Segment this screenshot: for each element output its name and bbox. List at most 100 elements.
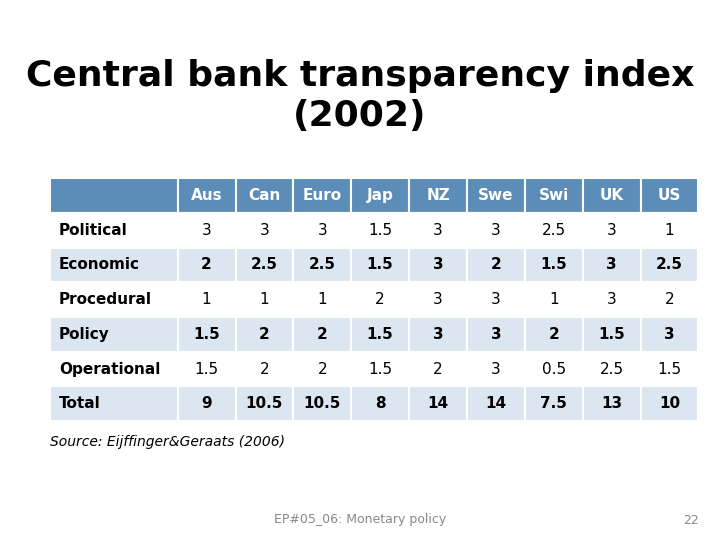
Text: 3: 3 [202, 223, 212, 238]
Bar [525, 213, 582, 248]
Bar [351, 352, 409, 387]
Text: 2: 2 [201, 258, 212, 273]
Text: 1.5: 1.5 [366, 258, 394, 273]
Bar [178, 352, 235, 387]
Bar [351, 213, 409, 248]
Text: Procedural: Procedural [59, 292, 152, 307]
Text: 2.5: 2.5 [656, 258, 683, 273]
Text: 3: 3 [491, 292, 501, 307]
Bar [50, 317, 178, 352]
Bar [178, 387, 235, 421]
Text: 3: 3 [490, 327, 501, 342]
Bar [351, 178, 409, 213]
Bar [235, 317, 294, 352]
Bar [235, 387, 294, 421]
Text: 1: 1 [549, 292, 559, 307]
Text: 1.5: 1.5 [368, 223, 392, 238]
Text: 3: 3 [491, 362, 501, 376]
Bar [525, 248, 582, 282]
Bar [50, 352, 178, 387]
Bar [294, 282, 351, 317]
Text: UK: UK [600, 188, 624, 203]
Text: 2.5: 2.5 [541, 223, 566, 238]
Text: 3: 3 [260, 223, 269, 238]
Bar [582, 248, 641, 282]
Bar [467, 248, 525, 282]
Text: 1.5: 1.5 [193, 327, 220, 342]
Text: 2: 2 [665, 292, 675, 307]
Bar [235, 248, 294, 282]
Text: 1.5: 1.5 [541, 258, 567, 273]
Bar [525, 317, 582, 352]
Text: 10: 10 [659, 396, 680, 411]
Bar [235, 282, 294, 317]
Text: 8: 8 [375, 396, 385, 411]
Text: 22: 22 [683, 514, 698, 526]
Bar [50, 248, 178, 282]
Bar [641, 317, 698, 352]
Text: 1.5: 1.5 [368, 362, 392, 376]
Text: 3: 3 [433, 292, 443, 307]
Bar [582, 317, 641, 352]
Bar [582, 282, 641, 317]
Bar [351, 282, 409, 317]
Text: 2: 2 [260, 362, 269, 376]
Text: 14: 14 [428, 396, 449, 411]
Text: 2.5: 2.5 [309, 258, 336, 273]
Bar [641, 352, 698, 387]
Bar [294, 317, 351, 352]
Text: 1: 1 [665, 223, 675, 238]
Bar [409, 317, 467, 352]
Bar [409, 213, 467, 248]
Text: 3: 3 [607, 223, 616, 238]
Text: Political: Political [59, 223, 127, 238]
Text: 9: 9 [202, 396, 212, 411]
Text: Swe: Swe [478, 188, 513, 203]
Bar [525, 178, 582, 213]
Text: 1: 1 [260, 292, 269, 307]
Bar [467, 387, 525, 421]
Text: 3: 3 [433, 327, 444, 342]
Text: Source: Eijffinger&Geraats (2006): Source: Eijffinger&Geraats (2006) [50, 435, 285, 449]
Text: Economic: Economic [59, 258, 140, 273]
Bar [294, 248, 351, 282]
Text: US: US [658, 188, 681, 203]
Text: 1: 1 [202, 292, 212, 307]
Bar [178, 178, 235, 213]
Text: Jap: Jap [366, 188, 394, 203]
Bar [467, 317, 525, 352]
Bar [178, 282, 235, 317]
Text: 2.5: 2.5 [600, 362, 624, 376]
Bar [50, 282, 178, 317]
Bar [351, 317, 409, 352]
Bar [582, 387, 641, 421]
Text: 1.5: 1.5 [366, 327, 394, 342]
Bar [582, 213, 641, 248]
Bar [294, 352, 351, 387]
Text: 2: 2 [318, 362, 327, 376]
Text: Can: Can [248, 188, 281, 203]
Text: 3: 3 [491, 223, 501, 238]
Bar [409, 178, 467, 213]
Text: Operational: Operational [59, 362, 161, 376]
Bar [467, 282, 525, 317]
Bar [641, 387, 698, 421]
Bar [641, 213, 698, 248]
Bar [467, 352, 525, 387]
Bar [525, 352, 582, 387]
Bar [294, 213, 351, 248]
Text: 2: 2 [433, 362, 443, 376]
Text: 0.5: 0.5 [541, 362, 566, 376]
Bar [582, 178, 641, 213]
Text: Euro: Euro [303, 188, 342, 203]
Text: NZ: NZ [426, 188, 450, 203]
Text: Total: Total [59, 396, 101, 411]
Bar [235, 213, 294, 248]
Bar [294, 387, 351, 421]
Text: Central bank transparency index
(2002): Central bank transparency index (2002) [26, 59, 694, 133]
Text: 1: 1 [318, 292, 327, 307]
Bar [351, 248, 409, 282]
Text: 2: 2 [549, 327, 559, 342]
Bar [409, 352, 467, 387]
Bar [178, 248, 235, 282]
